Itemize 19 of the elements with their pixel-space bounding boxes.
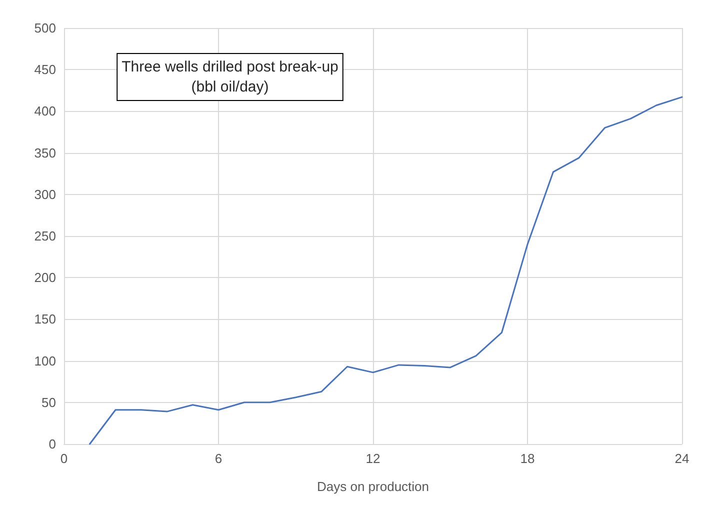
- y-tick-label: 150: [34, 312, 56, 327]
- y-tick-label: 200: [34, 270, 56, 286]
- y-tick-label: 50: [42, 394, 56, 410]
- x-tick-label: 18: [520, 451, 535, 466]
- y-tick-label: 0: [48, 436, 56, 452]
- y-tick-label: 300: [34, 186, 56, 202]
- x-tick-label: 0: [60, 451, 68, 466]
- line-series: [89, 96, 683, 445]
- x-tick-label: 12: [366, 451, 380, 466]
- y-tick-label: 250: [34, 228, 56, 244]
- x-axis-title: Days on production: [316, 479, 430, 494]
- y-tick-label: 100: [34, 353, 56, 368]
- x-tick-label: 6: [214, 451, 222, 466]
- y-tick-label: 450: [34, 62, 56, 78]
- y-tick-label: 400: [34, 104, 56, 119]
- y-tick-label: 500: [34, 20, 56, 36]
- x-tick-label: 24: [674, 451, 690, 466]
- y-tick-label: 350: [34, 145, 56, 160]
- text: Three wells drilled post break-up (bbl oil/day): [122, 58, 338, 96]
